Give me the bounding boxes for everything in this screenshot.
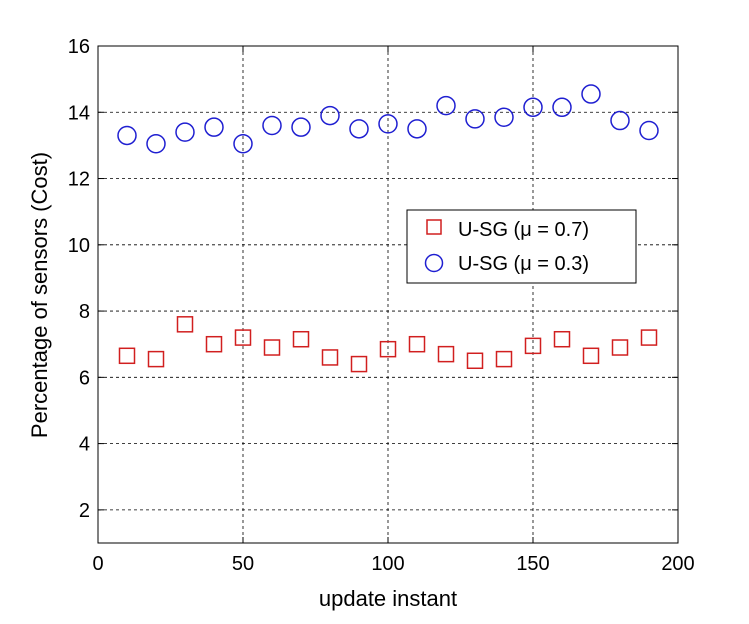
data-point-circle	[349, 119, 369, 139]
data-point-square	[553, 330, 571, 348]
y-tick-label: 14	[68, 102, 90, 124]
data-marks	[117, 84, 659, 373]
axis-ticks: 0 50 100 150 200 2 4 6 8 10 12 14 16	[68, 36, 695, 575]
data-point-square	[466, 352, 484, 370]
data-point-square	[437, 345, 455, 363]
legend-box	[406, 209, 637, 284]
data-point-square	[147, 350, 165, 368]
data-point-circle	[407, 119, 427, 139]
legend-square-marker	[426, 219, 442, 235]
data-point-square	[205, 335, 223, 353]
y-tick-label: 10	[68, 235, 90, 257]
x-tick-label: 50	[232, 553, 254, 575]
data-point-circle	[581, 84, 601, 104]
y-tick-label: 12	[68, 169, 90, 191]
y-tick-label: 8	[79, 301, 90, 323]
data-point-square	[263, 339, 281, 356]
data-point-circle	[610, 110, 630, 131]
data-point-square	[350, 355, 368, 373]
y-axis-label: Percentage of sensors (Cost)	[27, 152, 52, 438]
data-point-circle	[291, 117, 311, 137]
data-point-circle	[262, 115, 282, 136]
data-point-square	[292, 330, 310, 348]
legend-label-series-1: U-SG (μ = 0.7)	[458, 219, 589, 241]
data-point-circle	[639, 120, 659, 141]
data-point-circle	[465, 109, 485, 129]
y-tick-label: 6	[79, 367, 90, 389]
data-point-square	[176, 316, 194, 333]
y-tick-label: 16	[68, 36, 90, 58]
x-tick-label: 0	[92, 553, 103, 575]
data-point-square	[408, 335, 426, 353]
data-point-circle	[320, 105, 340, 126]
data-point-circle	[552, 97, 572, 118]
data-point-square	[234, 329, 252, 346]
data-point-circle	[117, 125, 137, 146]
y-tick-label: 4	[79, 434, 90, 456]
data-point-circle	[523, 97, 543, 118]
data-point-square	[611, 339, 629, 356]
legend-label-series-2: U-SG (μ = 0.3)	[458, 253, 589, 275]
x-tick-label: 100	[371, 553, 404, 575]
data-point-circle	[436, 95, 456, 116]
data-point-square	[524, 337, 542, 355]
x-tick-label: 200	[661, 553, 694, 575]
data-point-circle	[146, 133, 166, 154]
data-point-circle	[378, 114, 398, 134]
data-point-square	[640, 329, 658, 346]
data-point-square	[118, 347, 136, 365]
data-point-circle	[204, 117, 224, 137]
data-point-circle	[494, 107, 514, 127]
data-point-circle	[233, 133, 253, 154]
x-tick-label: 150	[516, 553, 549, 575]
legend-circle-marker	[424, 253, 444, 273]
data-point-square	[582, 347, 600, 365]
legend: U-SG (μ = 0.7) U-SG (μ = 0.3)	[406, 209, 637, 284]
x-axis-label: update instant	[319, 586, 457, 611]
data-point-square	[379, 340, 397, 358]
data-point-circle	[175, 122, 195, 142]
y-tick-label: 2	[79, 500, 90, 522]
data-point-square	[321, 349, 339, 366]
data-point-square	[495, 350, 513, 368]
grid	[98, 46, 678, 543]
